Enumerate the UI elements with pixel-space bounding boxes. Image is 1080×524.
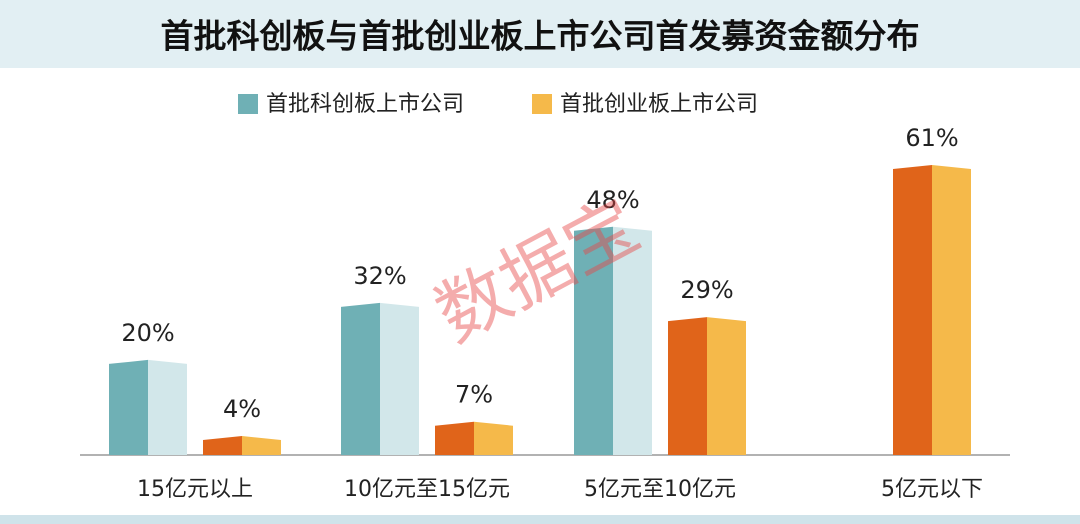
bar [203,435,281,455]
title-band [0,0,1080,68]
bar-side [148,359,187,455]
value-label: 48% [586,186,639,214]
legend-label: 首批创业板上市公司 [560,92,758,117]
bar-front [668,317,707,455]
bar [109,359,187,455]
bar [668,317,746,455]
chart-title: 首批科创板与首批创业板上市公司首发募资金额分布 [161,17,920,56]
value-label: 7% [455,381,493,409]
bar-front [574,226,613,455]
bar-front [203,435,242,455]
bar [574,226,652,455]
value-label: 20% [121,319,174,347]
bar-side [474,421,513,455]
bar-side [613,226,652,455]
bar-side [380,302,419,455]
bottom-band [0,515,1080,524]
bar-front [341,302,380,455]
legend-label: 首批科创板上市公司 [266,92,464,117]
bar-side [707,317,746,455]
bar-front [109,359,148,455]
x-tick-label: 5亿元以下 [881,477,983,502]
bar-front [435,421,474,455]
x-tick-label: 5亿元至10亿元 [584,477,736,502]
value-label: 29% [680,276,733,304]
x-tick-label: 15亿元以上 [137,477,253,502]
bar [341,302,419,455]
legend-swatch [238,94,258,114]
value-label: 61% [905,124,958,152]
bar-side [932,165,971,455]
legend-swatch [532,94,552,114]
x-tick-label: 10亿元至15亿元 [344,477,510,502]
bar-side [242,435,281,455]
value-label: 32% [353,262,406,290]
bar [893,165,971,455]
bar-front [893,165,932,455]
bar [435,421,513,455]
value-label: 4% [223,395,261,423]
